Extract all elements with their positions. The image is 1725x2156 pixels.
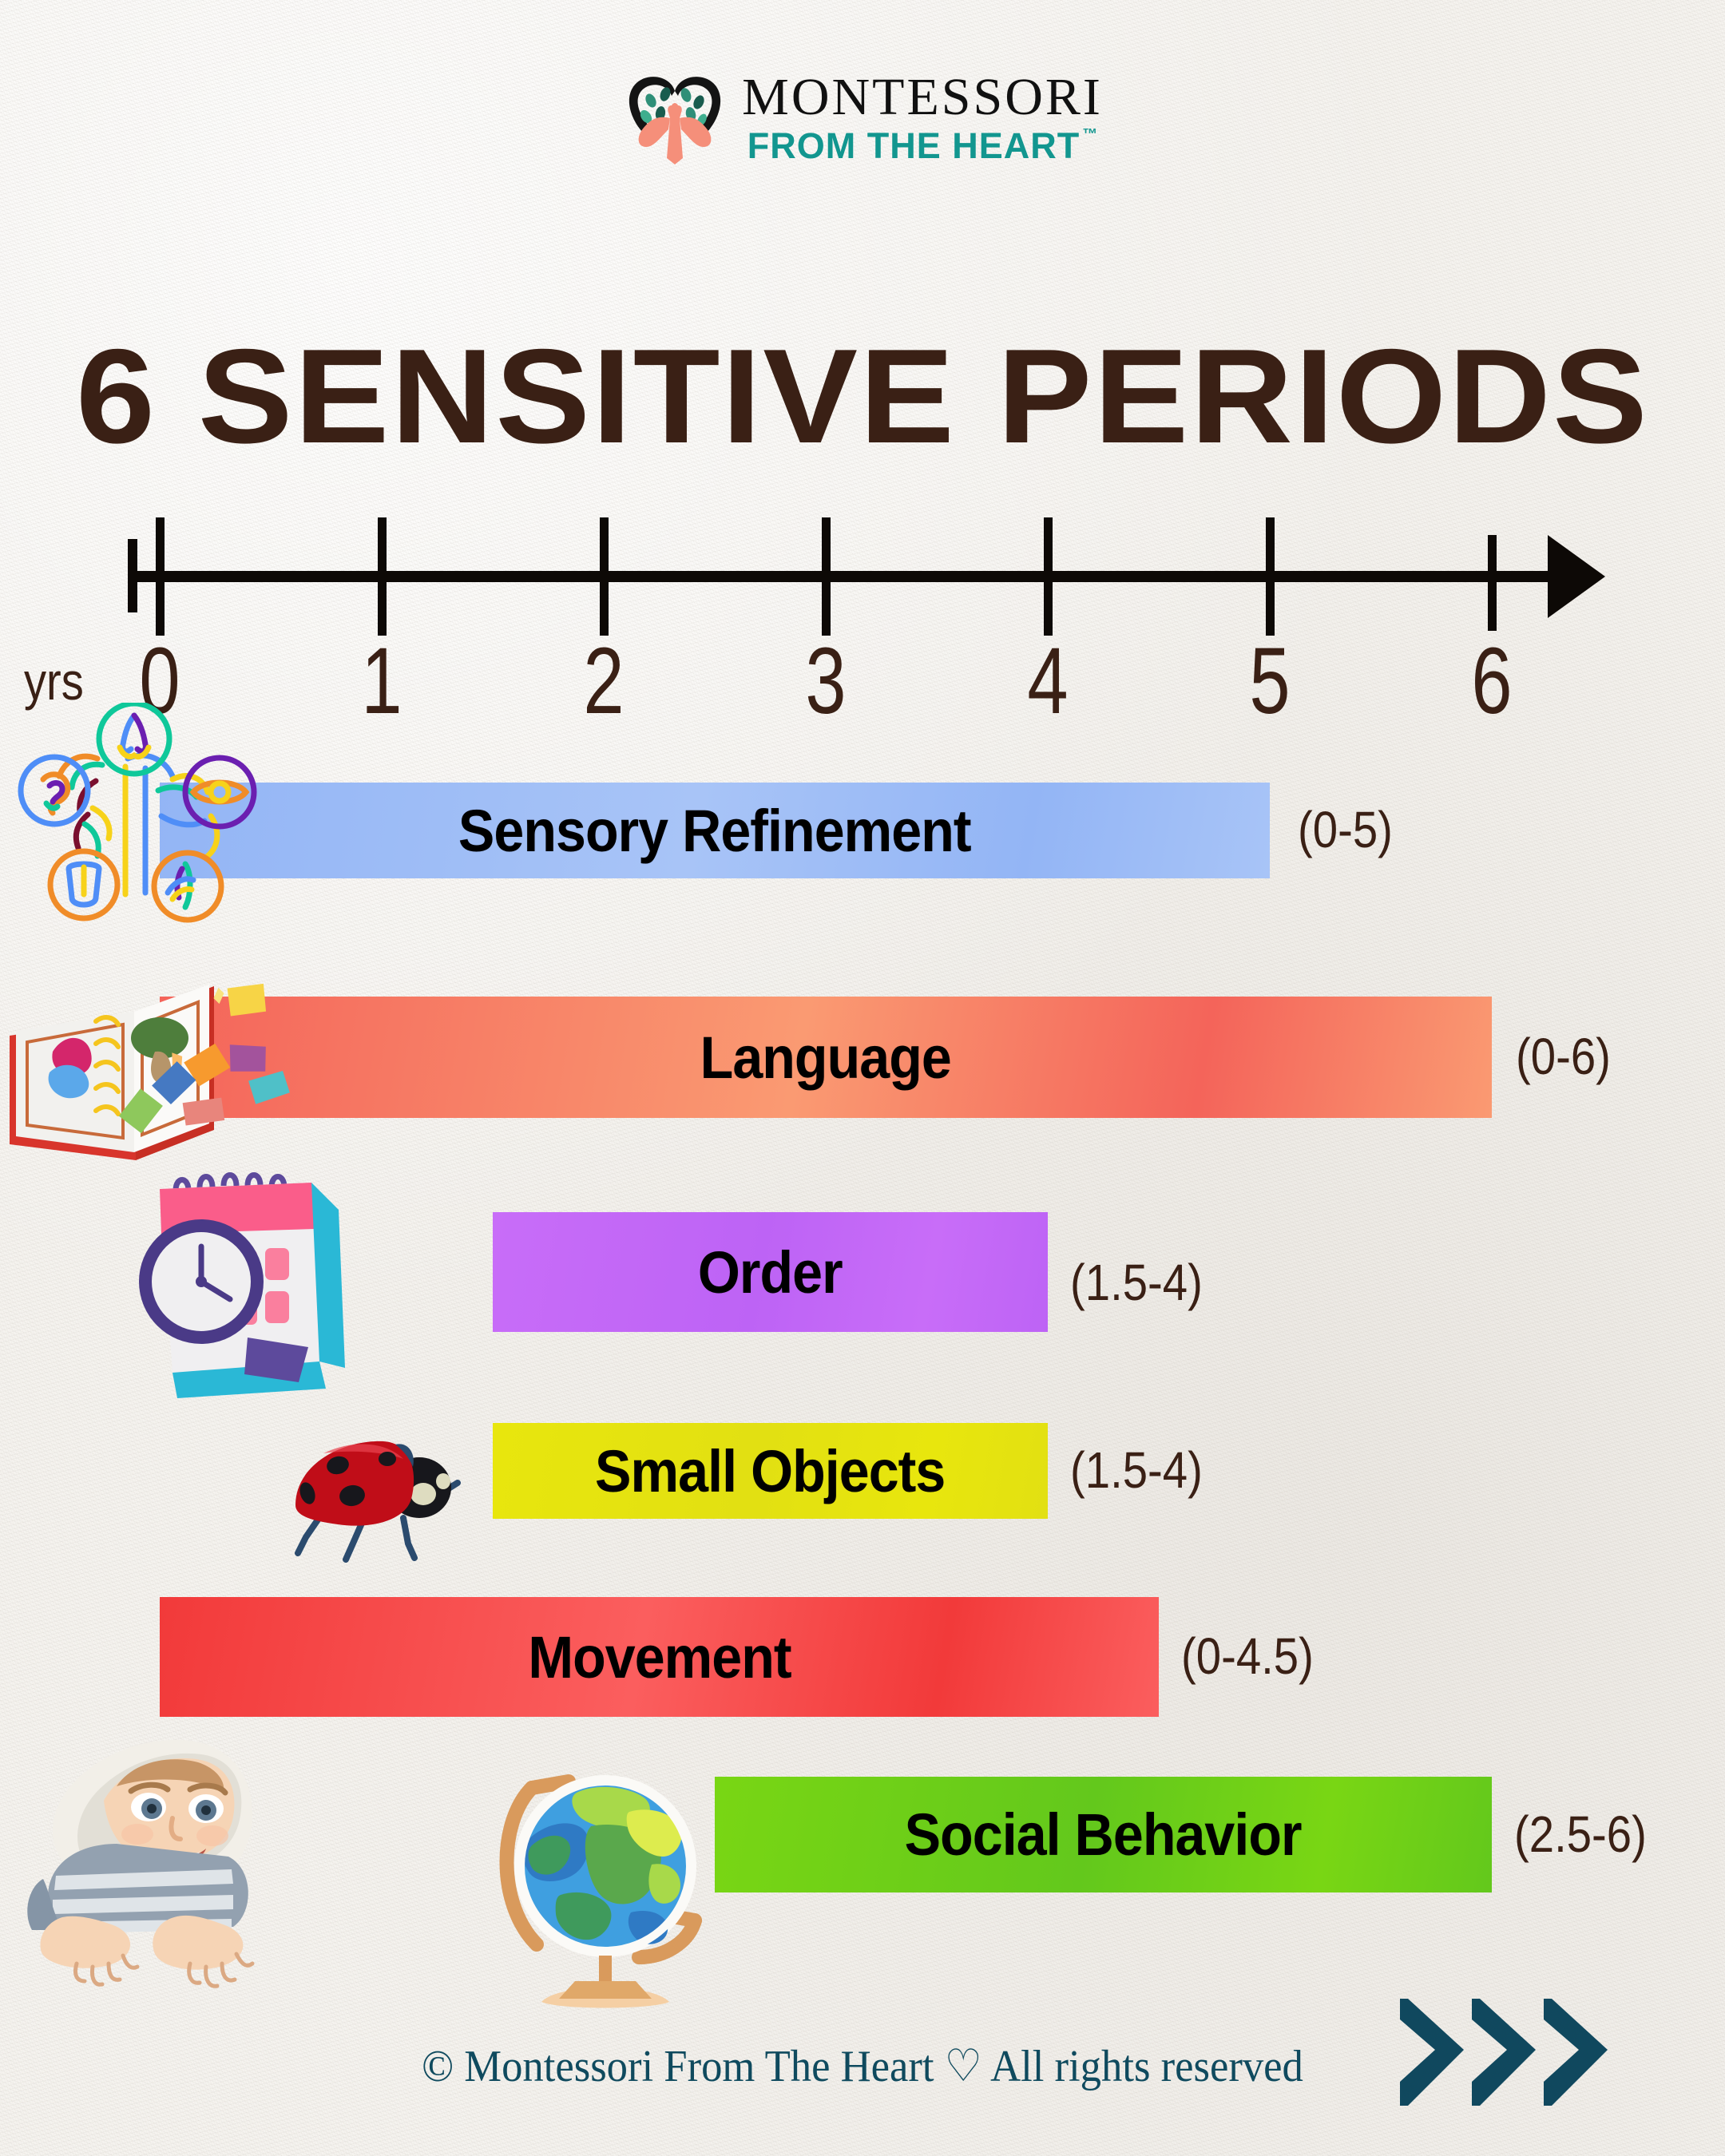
axis-tick-label-2: 2 — [583, 628, 625, 734]
axis-start-cap — [128, 539, 137, 612]
period-range-label: (0-4.5) — [1181, 1627, 1314, 1685]
period-range-label: (1.5-4) — [1070, 1441, 1203, 1499]
axis-tick-2 — [600, 517, 609, 636]
clock-and-calendar-icon — [139, 1172, 345, 1398]
axis-tick-label-3: 3 — [805, 628, 847, 734]
period-bar: Sensory Refinement — [160, 783, 1270, 878]
axis-tick-4 — [1044, 517, 1053, 636]
period-label: Social Behavior — [904, 1801, 1303, 1868]
period-range-label: (1.5-4) — [1070, 1254, 1203, 1311]
globe-icon — [499, 1774, 702, 2008]
period-label: Language — [700, 1024, 952, 1091]
axis-tick-label-1: 1 — [361, 628, 402, 734]
period-range-label: (0-5) — [1298, 801, 1393, 858]
axis-tick-label-6: 6 — [1471, 628, 1513, 734]
ladybug-icon — [295, 1441, 461, 1563]
trademark-symbol: ™ — [1082, 126, 1098, 143]
axis-tick-1 — [378, 517, 387, 636]
book-and-crayons-icon — [10, 983, 290, 1160]
period-bar: Language — [160, 997, 1492, 1118]
right-arrow-icon — [1548, 535, 1605, 618]
period-label: Sensory Refinement — [458, 797, 972, 864]
period-label: Order — [698, 1239, 843, 1306]
period-bar: Social Behavior — [715, 1777, 1492, 1892]
axis-tick-label-5: 5 — [1249, 628, 1291, 734]
heart-hands-tree-icon — [629, 77, 721, 164]
five-senses-icon — [18, 703, 257, 923]
axis-unit-label: yrs — [24, 652, 84, 711]
axis-tick-3 — [822, 517, 831, 636]
copyright-footer: © Montessori From The Heart ♡ All rights… — [422, 2042, 1303, 2091]
brand-name-bottom: FROM THE HEART — [747, 125, 1081, 166]
crawling-baby-icon — [27, 1739, 255, 1988]
axis-tick-label-4: 4 — [1027, 628, 1069, 734]
period-label: Movement — [527, 1623, 791, 1690]
page-title: 6 SENSITIVE PERIODS — [75, 321, 1650, 471]
period-bar: Small Objects — [493, 1423, 1048, 1519]
period-label: Small Objects — [595, 1437, 946, 1504]
axis-tick-5 — [1266, 517, 1275, 636]
period-range-label: (0-6) — [1516, 1028, 1611, 1085]
axis-tick-0 — [156, 517, 165, 636]
axis-line — [136, 571, 1573, 582]
brand-name-top: MONTESSORI — [742, 68, 1103, 126]
axis-tick-6 — [1488, 535, 1497, 631]
period-bar: Order — [493, 1212, 1048, 1332]
period-range-label: (2.5-6) — [1514, 1805, 1647, 1863]
brand-logo: MONTESSORI FROM THE HEART ™ — [0, 65, 1725, 169]
period-bar: Movement — [160, 1597, 1159, 1717]
triple-chevron-right-icon[interactable] — [1386, 1992, 1625, 2112]
